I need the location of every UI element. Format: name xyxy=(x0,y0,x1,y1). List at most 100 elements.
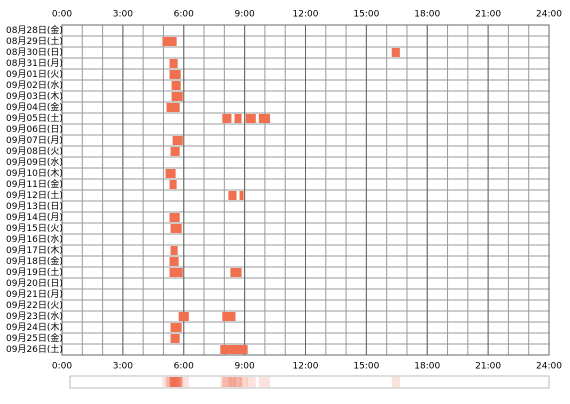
heat-segment xyxy=(391,377,400,387)
row-label: 09月23日(水) xyxy=(6,310,63,322)
activity-bar xyxy=(220,345,248,354)
x-tick-label-bottom: 21:00 xyxy=(475,362,501,372)
activity-bar xyxy=(169,268,183,277)
x-tick-label-top: 21:00 xyxy=(475,10,501,20)
row-label: 08月30日(日) xyxy=(6,47,63,58)
row-label: 09月03日(木) xyxy=(6,90,63,102)
heat-segment xyxy=(169,377,180,387)
activity-bar xyxy=(178,312,189,321)
row-label: 09月04日(金) xyxy=(6,101,63,113)
heat-segment xyxy=(170,377,182,387)
heat-segment xyxy=(169,377,178,387)
row-label: 09月18日(金) xyxy=(6,255,63,267)
heat-segment xyxy=(169,377,183,387)
activity-bar xyxy=(170,224,182,233)
row-label: 09月05日(土) xyxy=(6,112,63,124)
heat-segment xyxy=(171,377,181,387)
heat-segment xyxy=(258,377,270,387)
activity-bar xyxy=(162,37,177,46)
heat-segment xyxy=(169,377,177,387)
heat-segment xyxy=(234,377,242,387)
x-tick-label-bottom: 15:00 xyxy=(353,362,379,372)
row-label: 09月02日(水) xyxy=(6,79,63,91)
heat-segment xyxy=(230,377,242,387)
activity-bar xyxy=(165,169,176,178)
x-tick-label-top: 6:00 xyxy=(174,10,194,20)
heat-segment xyxy=(245,377,256,387)
activity-bar xyxy=(230,268,242,277)
activity-bar xyxy=(169,213,180,222)
heat-segment xyxy=(222,377,232,387)
activity-bar xyxy=(171,92,183,101)
activity-bar xyxy=(170,147,180,156)
activity-bar xyxy=(166,103,180,112)
activity-bar xyxy=(239,191,244,200)
row-label: 09月07日(月) xyxy=(6,135,63,146)
activity-bar xyxy=(170,246,178,255)
row-label: 08月31日(月) xyxy=(6,58,63,69)
activity-bar xyxy=(234,114,242,123)
row-label: 09月26日(土) xyxy=(6,343,63,355)
activity-bar xyxy=(222,312,236,321)
x-tick-label-top: 18:00 xyxy=(414,10,440,20)
x-tick-label-bottom: 0:00 xyxy=(52,362,72,372)
row-label: 09月22日(火) xyxy=(6,300,63,311)
row-label: 09月25日(金) xyxy=(6,332,63,344)
x-tick-label-bottom: 18:00 xyxy=(414,362,440,372)
row-label: 09月15日(火) xyxy=(6,223,63,234)
activity-bar xyxy=(172,136,183,145)
row-label: 09月01日(火) xyxy=(6,69,63,80)
row-label: 08月29日(土) xyxy=(6,35,63,47)
x-tick-label-top: 0:00 xyxy=(52,10,72,20)
row-label: 09月06日(日) xyxy=(6,124,63,135)
heat-segment xyxy=(166,377,180,387)
x-tick-label-bottom: 12:00 xyxy=(293,362,319,372)
activity-bar xyxy=(391,48,400,57)
row-label: 09月17日(木) xyxy=(6,244,63,256)
row-label: 09月24日(木) xyxy=(6,321,63,333)
row-label: 09月16日(水) xyxy=(6,233,63,245)
activity-bar xyxy=(228,191,237,200)
row-label: 09月12日(土) xyxy=(6,189,63,201)
activity-bar xyxy=(245,114,256,123)
heat-segment xyxy=(228,377,237,387)
heat-segment xyxy=(172,377,183,387)
row-label: 09月13日(日) xyxy=(6,201,63,212)
heat-segment xyxy=(165,377,176,387)
row-label: 09月08日(火) xyxy=(6,146,63,157)
row-label: 09月21日(月) xyxy=(6,289,63,300)
heat-segment xyxy=(162,377,177,387)
heat-segment xyxy=(222,377,236,387)
row-label: 08月28日(金) xyxy=(6,24,63,36)
heat-segment xyxy=(169,377,181,387)
activity-bar xyxy=(171,81,181,90)
row-label: 09月09日(水) xyxy=(6,156,63,168)
row-label: 09月19日(土) xyxy=(6,266,63,278)
x-tick-label-bottom: 3:00 xyxy=(113,362,133,372)
activity-bar xyxy=(258,114,270,123)
heat-segment xyxy=(170,377,180,387)
heat-segment xyxy=(170,377,180,387)
heat-segment xyxy=(170,377,182,387)
row-label: 09月20日(日) xyxy=(6,278,63,289)
plot-border xyxy=(61,24,550,356)
activity-bar xyxy=(170,323,182,332)
activity-bar xyxy=(170,334,180,343)
activity-bar xyxy=(222,114,232,123)
heat-segment xyxy=(171,377,183,387)
x-tick-label-bottom: 6:00 xyxy=(174,362,194,372)
heat-segment xyxy=(239,377,244,387)
x-tick-label-top: 9:00 xyxy=(235,10,255,20)
x-tick-label-top: 3:00 xyxy=(113,10,133,20)
x-tick-label-top: 24:00 xyxy=(536,10,562,20)
heat-segment xyxy=(178,377,189,387)
activity-bar xyxy=(169,70,181,79)
row-label: 09月10日(木) xyxy=(6,167,63,179)
row-label: 09月14日(月) xyxy=(6,212,63,223)
x-tick-label-top: 15:00 xyxy=(353,10,379,20)
activity-bar xyxy=(169,59,178,68)
row-label: 09月11日(金) xyxy=(6,178,63,190)
activity-bar xyxy=(169,180,177,189)
x-tick-label-top: 12:00 xyxy=(293,10,319,20)
